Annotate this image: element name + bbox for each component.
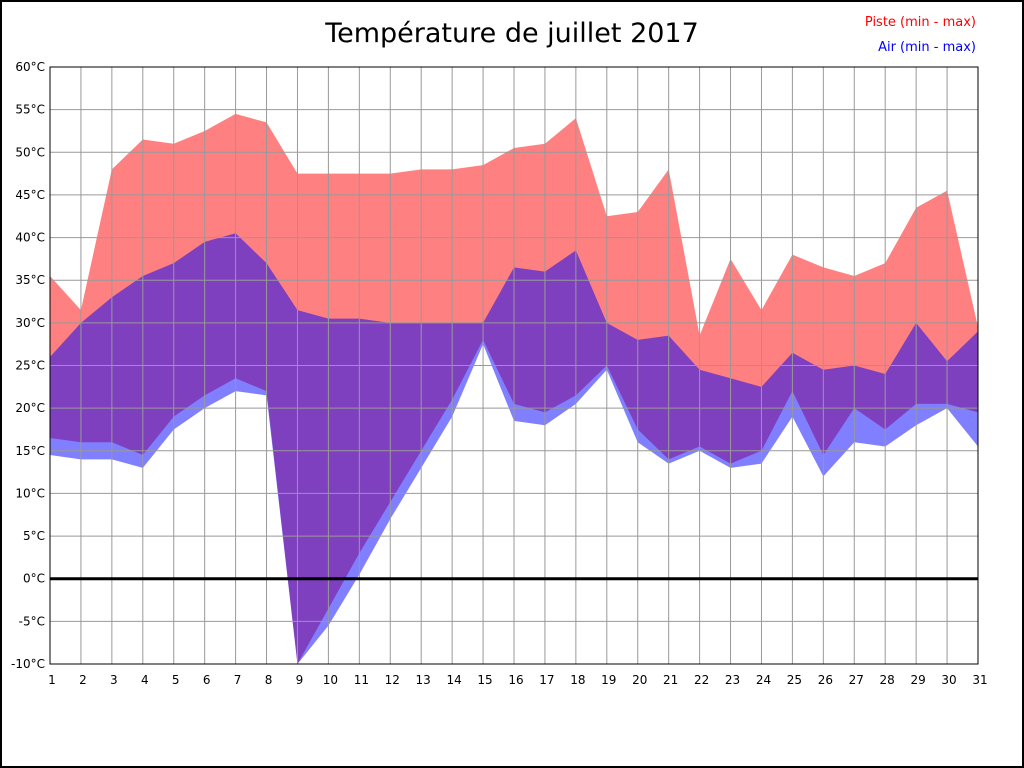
x-tick-label: 6 [203, 673, 211, 687]
x-tick-label: 15 [477, 673, 492, 687]
y-tick-label: 60°C [15, 60, 45, 74]
y-tick-label: 10°C [15, 486, 45, 500]
air-band [50, 233, 978, 665]
plot-border [49, 66, 979, 665]
x-tick-label: 29 [910, 673, 925, 687]
y-tick-label: 35°C [15, 273, 45, 287]
x-tick-label: 3 [110, 673, 118, 687]
legend-label-air: Air (min - max) [878, 40, 976, 55]
x-tick-label: 30 [941, 673, 956, 687]
x-tick-label: 11 [354, 673, 369, 687]
legend-item-piste: Piste (min - max) [865, 10, 976, 35]
y-tick-label: 45°C [15, 188, 45, 202]
x-tick-label: 22 [694, 673, 709, 687]
x-tick-label: 8 [265, 673, 273, 687]
x-tick-label: 31 [972, 673, 987, 687]
y-tick-label: 5°C [23, 529, 45, 543]
y-tick-label: 25°C [15, 359, 45, 373]
chart-title: Température de juillet 2017 [325, 18, 699, 49]
y-tick-label: 15°C [15, 444, 45, 458]
x-tick-label: 2 [79, 673, 87, 687]
x-tick-label: 16 [508, 673, 523, 687]
y-tick-label: 30°C [15, 316, 45, 330]
x-tick-label: 19 [601, 673, 616, 687]
y-tick-label: -10°C [11, 657, 45, 671]
x-tick-label: 7 [234, 673, 242, 687]
y-tick-label: 50°C [15, 145, 45, 159]
x-tick-label: 26 [818, 673, 833, 687]
y-tick-label: 40°C [15, 231, 45, 245]
x-tick-label: 28 [880, 673, 895, 687]
x-tick-label: 24 [756, 673, 771, 687]
legend-label-piste: Piste (min - max) [864, 15, 976, 30]
y-tick-label: 0°C [23, 572, 45, 586]
x-tick-label: 25 [787, 673, 802, 687]
x-tick-label: 12 [385, 673, 400, 687]
x-tick-label: 20 [632, 673, 647, 687]
legend: Piste (min - max) Air (min - max) [865, 10, 976, 60]
x-tick-label: 21 [663, 673, 678, 687]
x-tick-label: 9 [296, 673, 304, 687]
x-tick-label: 23 [725, 673, 740, 687]
legend-item-air: Air (min - max) [865, 35, 976, 60]
x-tick-label: 27 [849, 673, 864, 687]
x-tick-label: 13 [416, 673, 431, 687]
y-tick-label: -5°C [19, 614, 45, 628]
x-tick-label: 14 [446, 673, 461, 687]
x-tick-label: 10 [323, 673, 338, 687]
x-tick-label: 4 [141, 673, 149, 687]
x-tick-label: 18 [570, 673, 585, 687]
x-tick-label: 5 [172, 673, 180, 687]
x-tick-label: 17 [539, 673, 554, 687]
x-tick-label: 1 [48, 673, 56, 687]
y-tick-label: 20°C [15, 401, 45, 415]
y-tick-label: 55°C [15, 103, 45, 117]
